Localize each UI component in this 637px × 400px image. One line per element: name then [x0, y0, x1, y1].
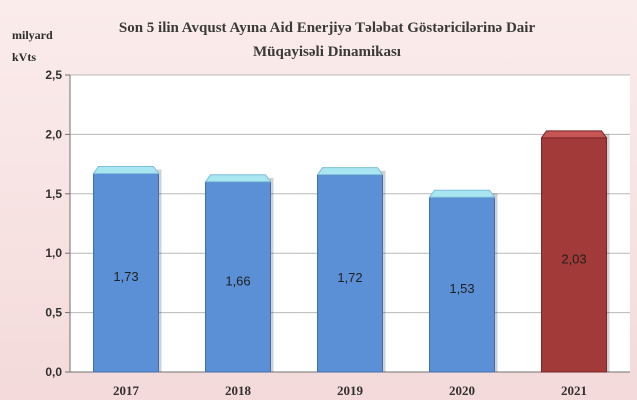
bar-value-label: 1,73 — [113, 269, 138, 284]
bar — [429, 196, 495, 373]
chart-title: Son 5 ilin Avqust Ayına Aid Enerjiyə Təl… — [118, 20, 536, 60]
x-category-label: 2018 — [225, 383, 252, 398]
bar-top-bevel — [204, 174, 272, 183]
y-axis-unit-label: milyard kVts — [12, 24, 64, 68]
bar-top-bevel — [316, 167, 384, 176]
y-tick-label: 1,0 — [45, 246, 62, 260]
bar-value-label: 1,72 — [337, 270, 362, 285]
bar-value-label: 1,53 — [449, 281, 474, 296]
y-tick-label: 2,5 — [45, 68, 62, 82]
bar-top-bevel — [540, 130, 608, 139]
bar-value-label: 2,03 — [561, 251, 586, 266]
x-category-label: 2017 — [113, 383, 140, 398]
bar — [541, 137, 607, 373]
bar-top-bevel — [92, 165, 160, 174]
x-category-label: 2019 — [337, 383, 364, 398]
y-tick-label: 1,5 — [45, 187, 62, 201]
y-tick-label: 0,0 — [45, 365, 62, 379]
y-tick-label: 0,5 — [45, 306, 62, 320]
y-axis-unit-text: milyard kVts — [12, 28, 53, 64]
y-tick-label: 2,0 — [45, 127, 62, 141]
bar — [205, 181, 271, 373]
bar-top-bevel — [428, 189, 496, 198]
x-category-label: 2020 — [449, 383, 475, 398]
bar — [317, 174, 383, 373]
bar-value-label: 1,66 — [225, 273, 250, 288]
x-category-label: 2021 — [561, 383, 587, 398]
